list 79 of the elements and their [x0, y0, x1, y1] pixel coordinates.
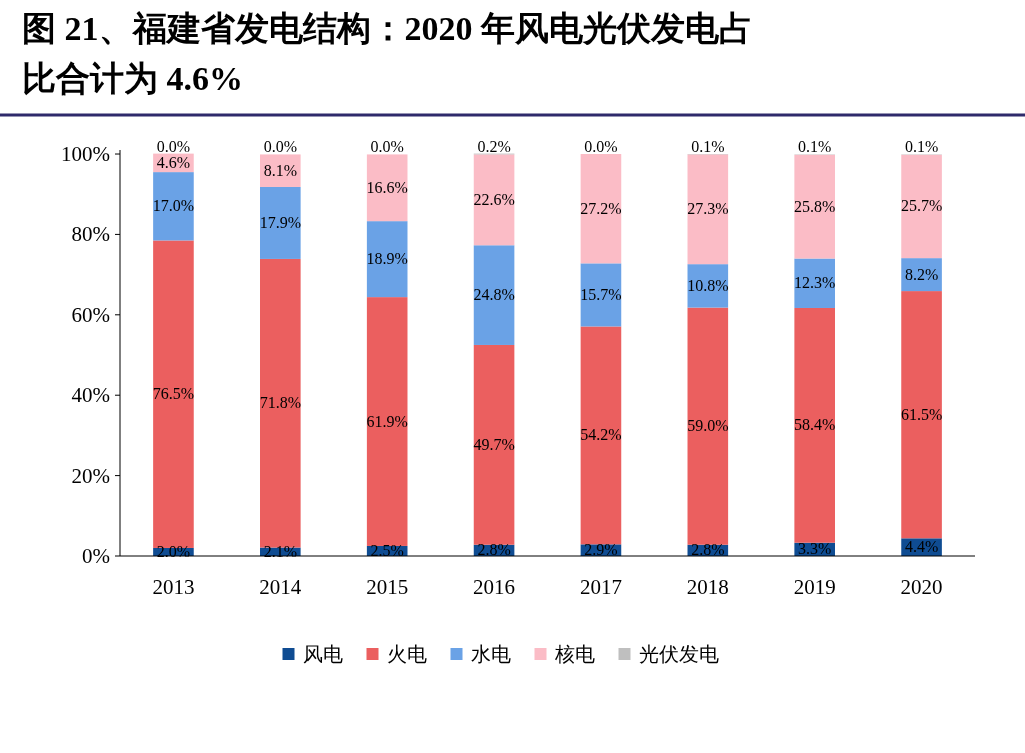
data-label: 27.2%: [580, 199, 622, 217]
bar: [366, 297, 408, 546]
data-label: 27.3%: [687, 200, 729, 218]
bar: [153, 240, 194, 548]
data-label: 61.9%: [366, 412, 408, 430]
data-label: 10.8%: [687, 276, 729, 294]
data-label: 2.8%: [477, 541, 511, 559]
bar: [473, 245, 515, 345]
x-tick-label: 2016: [473, 575, 516, 599]
data-label: 0.0%: [370, 138, 404, 156]
legend-label: 火电: [386, 643, 427, 665]
bar: [794, 154, 835, 259]
legend-label: 水电: [470, 643, 511, 665]
x-tick-label: 2018: [686, 575, 729, 599]
bar: [153, 172, 194, 241]
bar: [687, 154, 729, 265]
bar: [580, 263, 622, 327]
x-tick-label: 2017: [579, 575, 622, 599]
data-label: 16.6%: [366, 178, 408, 196]
y-tick-label: 80%: [71, 222, 110, 247]
bar: [473, 154, 515, 246]
legend-label: 光伏发电: [638, 643, 719, 665]
data-label: 4.6%: [156, 153, 191, 171]
data-label: 4.4%: [904, 538, 939, 556]
bar: [260, 186, 301, 259]
x-tick-label: 2020: [900, 575, 943, 599]
bar: [366, 154, 408, 222]
bar: [366, 221, 408, 298]
data-label: 0.0%: [584, 138, 618, 156]
y-tick-label: 0%: [82, 544, 110, 568]
legend-label: 核电: [553, 643, 595, 665]
data-label: 49.7%: [473, 435, 515, 453]
data-label: 3.3%: [798, 540, 832, 558]
y-tick-label: 20%: [71, 463, 110, 488]
data-label: 22.6%: [473, 190, 515, 208]
data-label: 2.5%: [370, 541, 404, 559]
bar: [580, 326, 622, 545]
y-tick-label: 100%: [61, 142, 110, 167]
bar: [260, 258, 301, 548]
chart-title: 图 21、福建省发电结构：2020 年风电光伏发电占比合计为 4.6%: [22, 10, 753, 97]
data-label: 2.1%: [263, 542, 297, 560]
bar: [473, 344, 515, 545]
data-label: 0.0%: [263, 138, 297, 156]
bar: [687, 307, 729, 545]
data-label: 24.8%: [473, 286, 515, 304]
bar: [580, 154, 622, 264]
bar: [901, 154, 942, 259]
x-tick-label: 2014: [259, 575, 302, 599]
bar: [901, 291, 942, 539]
y-tick-label: 40%: [71, 383, 110, 408]
legend-label: 风电: [302, 643, 343, 665]
data-label: 0.1%: [798, 138, 832, 156]
data-label: 2.0%: [156, 542, 191, 560]
data-label: 8.1%: [263, 161, 297, 179]
x-tick-label: 2015: [366, 575, 409, 599]
x-tick-label: 2019: [793, 575, 836, 599]
data-label: 76.5%: [152, 385, 195, 403]
data-label: 25.8%: [794, 197, 836, 215]
data-label: 12.3%: [794, 274, 836, 292]
data-label: 61.5%: [900, 405, 943, 423]
data-label: 59.0%: [687, 417, 729, 435]
data-label: 18.9%: [366, 250, 408, 268]
data-label: 54.2%: [580, 426, 622, 444]
data-label: 2.9%: [584, 541, 618, 559]
data-label: 58.4%: [794, 416, 836, 434]
data-label: 2.8%: [691, 541, 725, 559]
bar: [794, 307, 835, 543]
data-label: 0.0%: [156, 137, 191, 155]
data-label: 0.1%: [691, 138, 725, 156]
data-label: 8.2%: [904, 265, 939, 283]
data-label: 25.7%: [900, 197, 943, 215]
data-label: 0.2%: [477, 137, 511, 155]
data-label: 17.0%: [152, 197, 195, 215]
data-label: 71.8%: [259, 394, 301, 412]
data-label: 15.7%: [580, 285, 622, 303]
y-tick-label: 60%: [71, 302, 110, 327]
data-label: 17.9%: [259, 213, 301, 231]
x-tick-label: 2013: [152, 575, 195, 599]
data-label: 0.1%: [904, 138, 939, 156]
